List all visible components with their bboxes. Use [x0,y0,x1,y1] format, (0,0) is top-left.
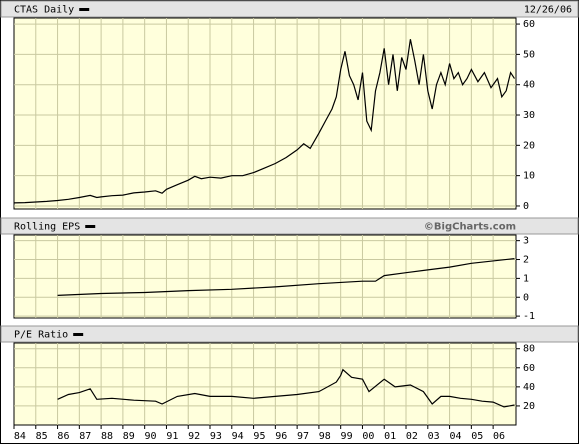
x-tick-label: 99 [341,431,353,442]
x-tick-label: 88 [101,431,113,442]
y-tick-label: 30 [523,110,535,121]
y-tick-label: 0 [523,201,529,212]
x-tick-label: 92 [188,431,200,442]
watermark: ©BigCharts.com [424,222,516,233]
y-tick-label: 20 [523,140,535,151]
line-series [13,39,516,204]
plot-area [13,234,517,319]
x-tick-label: 84 [14,431,26,442]
legend-label: P/E Ratio [14,330,68,341]
y-tick-label: 10 [523,171,535,182]
y-tick-label: -1 [523,311,535,322]
legend-label: Rolling EPS [14,222,80,233]
line-series [57,368,515,408]
plot-area [13,17,517,210]
x-tick-label: 89 [123,431,135,442]
x-tick-label: 87 [79,431,91,442]
x-tick-label: 04 [449,431,461,442]
panel-header [0,325,579,343]
y-tick-label: 40 [523,382,535,393]
x-tick-label: 02 [406,431,418,442]
plot-area [13,342,517,426]
y-tick-label: 2 [523,255,529,266]
x-tick-label: 93 [210,431,222,442]
x-tick-label: 86 [57,431,69,442]
x-tick-label: 01 [384,431,396,442]
y-tick-label: 1 [523,273,529,284]
x-tick-label: 91 [166,431,178,442]
x-tick-label: 03 [428,431,440,442]
x-tick-label: 97 [297,431,309,442]
x-tick-label: 90 [145,431,157,442]
x-tick-label: 95 [253,431,265,442]
y-tick-label: 50 [523,49,535,60]
panel-header [0,0,579,18]
x-tick-label: 05 [471,431,483,442]
x-tick-label: 96 [275,431,287,442]
x-tick-label: 85 [36,431,48,442]
line-series [57,258,515,296]
x-tick-label: 06 [493,431,505,442]
legend-label: CTAS Daily [14,5,74,16]
y-tick-label: 60 [523,19,535,30]
panel-header [0,217,579,235]
date-label: 12/26/06 [524,5,572,16]
y-tick-label: 60 [523,363,535,374]
y-tick-label: 80 [523,344,535,355]
x-tick-label: 94 [232,431,244,442]
x-tick-label: 98 [319,431,331,442]
y-tick-label: 0 [523,292,529,303]
y-tick-label: 3 [523,236,529,247]
x-tick-label: 00 [362,431,374,442]
y-tick-label: 40 [523,80,535,91]
y-tick-label: 20 [523,401,535,412]
